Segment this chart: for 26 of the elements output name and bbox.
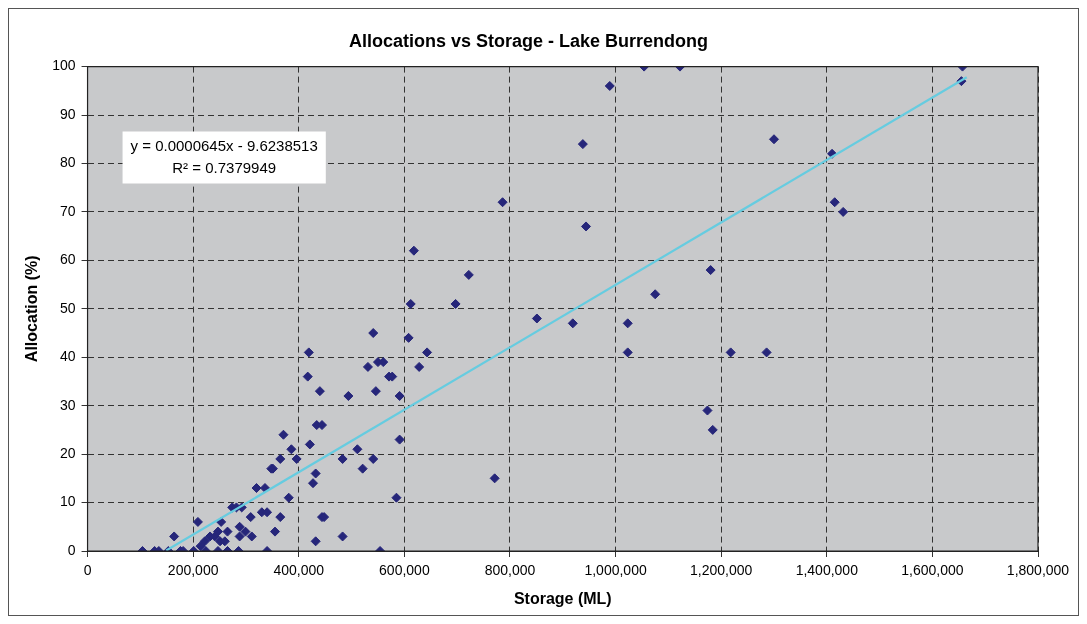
y-tick-label: 50 — [59, 299, 76, 316]
chart-title: Allocations vs Storage - Lake Burrendong — [348, 30, 709, 51]
x-tick-label: 1,400,000 — [795, 562, 859, 579]
y-tick-label: 60 — [59, 251, 76, 268]
y-tick-label: 70 — [59, 202, 76, 219]
y-tick-label: 20 — [59, 444, 76, 461]
y-tick-label: 30 — [59, 396, 76, 413]
annotation: y = 0.0000645x - 9.6238513 — [130, 136, 318, 154]
x-tick-label: 400,000 — [273, 562, 325, 579]
x-tick-label: 600,000 — [379, 562, 430, 579]
x-axis-title: Storage (ML) — [513, 589, 612, 607]
y-tick-label: 80 — [59, 154, 76, 171]
y-tick-label: 0 — [67, 541, 76, 558]
x-tick-label: 0 — [83, 562, 92, 579]
y-tick-label: 90 — [59, 105, 76, 122]
x-tick-label: 200,000 — [167, 562, 219, 579]
x-tick-label: 1,600,000 — [901, 562, 964, 579]
y-tick-label: 40 — [59, 348, 76, 365]
x-tick-label: 1,200,000 — [690, 562, 753, 579]
y-tick-label: 100 — [52, 57, 76, 74]
y-tick-label: 10 — [59, 493, 76, 510]
x-tick-label: 1,000,000 — [584, 562, 647, 579]
x-tick-label: 1,800,000 — [1006, 562, 1070, 579]
annotation: R² = 0.7379949 — [172, 158, 277, 176]
y-axis-title: Allocation (%) — [23, 255, 41, 363]
x-tick-label: 800,000 — [484, 562, 536, 579]
